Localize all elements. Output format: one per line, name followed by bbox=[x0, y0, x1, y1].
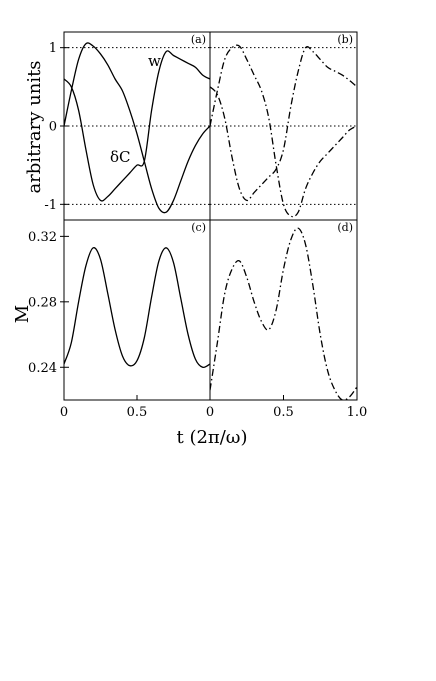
series-line-0 bbox=[210, 44, 357, 218]
y-tick-label: 0.28 bbox=[28, 295, 57, 310]
x-tick-label: 0 bbox=[206, 405, 214, 420]
panel-frame bbox=[63, 219, 211, 401]
y-tick-label: -1 bbox=[44, 198, 57, 213]
series-line-1 bbox=[64, 50, 210, 202]
x-tick-label: 0.5 bbox=[273, 405, 294, 420]
x-tick-label: 1.0 bbox=[347, 405, 368, 420]
panel-0: (a) -1 0 1 bbox=[44, 31, 211, 221]
panel-tag: (a) bbox=[191, 33, 206, 46]
annotation-w: w bbox=[148, 52, 161, 70]
panel-2: (c) 0.24 0.28 0.32 0 0.5 bbox=[28, 219, 211, 420]
panel-frame bbox=[209, 219, 358, 401]
x-tick-label: 0.5 bbox=[127, 405, 148, 420]
x-tick-label: 0 bbox=[60, 405, 68, 420]
panel-3: (d) 0 0.5 1.0 bbox=[206, 219, 368, 420]
series-line-1 bbox=[210, 45, 357, 202]
annotation-delta-c: δC bbox=[110, 148, 131, 166]
labels-layer: arbitrary units M t (2π/ω) bbox=[12, 60, 248, 448]
panel-tag: (c) bbox=[191, 221, 206, 234]
xlabel: t (2π/ω) bbox=[176, 427, 247, 448]
series-line-0 bbox=[64, 42, 210, 214]
series-line-0 bbox=[64, 247, 210, 369]
ylabel-top: arbitrary units bbox=[24, 60, 45, 193]
y-tick-label: 1 bbox=[49, 41, 57, 56]
panel-tag: (b) bbox=[337, 33, 353, 46]
y-tick-label: 0 bbox=[49, 120, 57, 135]
panel-tag: (d) bbox=[337, 221, 353, 234]
ylabel-bottom: M bbox=[12, 305, 33, 323]
y-tick-label: 0.32 bbox=[28, 230, 57, 245]
panels-layer: (a) -1 0 1 (b) (c) 0.24 0.28 0.32 0 0.5 (d) 0 0.5 1.0 w… bbox=[28, 31, 368, 420]
series-line-0 bbox=[210, 227, 357, 400]
y-tick-label: 0.24 bbox=[28, 361, 57, 376]
panel-1: (b) bbox=[209, 31, 358, 221]
